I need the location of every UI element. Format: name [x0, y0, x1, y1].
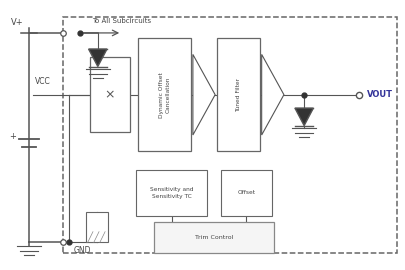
Polygon shape [294, 108, 313, 126]
Text: Dynamic Offset
Cancellation: Dynamic Offset Cancellation [158, 72, 170, 117]
Bar [154, 222, 273, 253]
Text: VOUT: VOUT [366, 90, 392, 99]
Text: GND: GND [73, 246, 91, 255]
Polygon shape [192, 55, 215, 135]
Text: Sensitivity and
Sensitivity TC: Sensitivity and Sensitivity TC [149, 187, 193, 198]
Bar [63, 17, 396, 253]
Text: To All Subcircuits: To All Subcircuits [92, 18, 151, 23]
Bar [85, 212, 108, 242]
Bar [138, 38, 190, 151]
Text: Trim Control: Trim Control [194, 235, 233, 240]
Text: ×: × [104, 88, 115, 101]
Polygon shape [88, 49, 107, 66]
Text: +: + [9, 132, 16, 141]
Bar [90, 57, 130, 132]
Polygon shape [261, 55, 283, 135]
Bar [217, 38, 259, 151]
Bar [221, 170, 271, 215]
Text: Offset: Offset [237, 190, 255, 195]
Text: Tuned Filter: Tuned Filter [235, 78, 240, 112]
Text: VCC: VCC [35, 77, 51, 86]
Text: V+: V+ [11, 18, 23, 27]
Bar [136, 170, 207, 215]
